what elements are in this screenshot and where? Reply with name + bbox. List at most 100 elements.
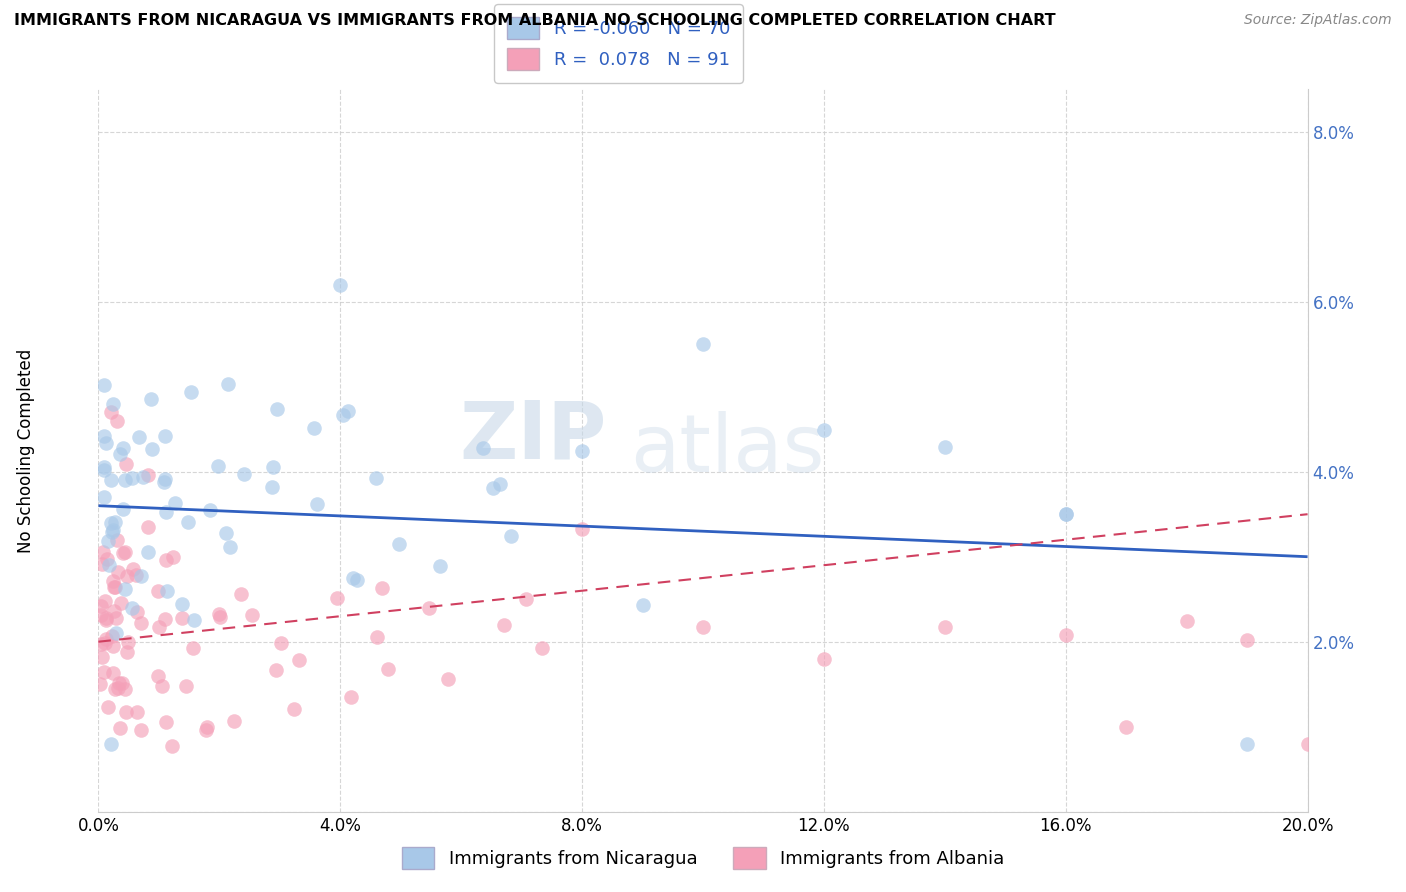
Point [114,473,136,487]
Point [370,581,392,595]
Point [266,401,288,416]
Point [1175,614,1198,628]
Point [366,630,388,644]
Point [96,552,118,566]
Point [114,545,136,559]
Point [571,444,593,458]
Point [114,681,136,696]
Point [180,384,202,399]
Point [233,467,256,481]
Point [114,457,136,471]
Point [339,690,361,704]
Point [107,681,129,695]
Point [105,533,128,548]
Point [112,501,135,516]
Point [90,649,112,664]
Point [97,533,120,548]
Legend: R = -0.060   N = 70, R =  0.078   N = 91: R = -0.060 N = 70, R = 0.078 N = 91 [494,4,742,83]
Point [112,441,135,455]
Point [110,597,132,611]
Point [101,397,124,411]
Point [224,714,246,729]
Point [208,607,231,621]
Point [101,574,124,588]
Point [488,476,510,491]
Point [571,522,593,536]
Point [364,471,387,485]
Point [494,617,516,632]
Point [131,723,153,738]
Point [94,594,117,608]
Point [93,459,115,474]
Point [107,565,129,579]
Point [515,591,537,606]
Point [342,571,364,585]
Point [112,545,135,559]
Point [156,584,179,599]
Point [262,459,284,474]
Point [104,626,127,640]
Point [104,580,127,594]
Point [155,504,177,518]
Point [1115,720,1137,734]
Point [91,545,114,559]
Text: ZIP: ZIP [458,397,606,475]
Point [177,515,200,529]
Point [121,600,143,615]
Point [131,470,153,484]
Point [437,673,460,687]
Point [128,430,150,444]
Point [530,641,553,656]
Point [198,503,221,517]
Point [110,721,132,735]
Point [181,640,204,655]
Point [174,679,197,693]
Point [148,584,170,599]
Point [129,569,152,583]
Point [148,620,170,634]
Point [229,587,252,601]
Point [153,472,176,486]
Point [104,682,127,697]
Point [125,568,148,582]
Point [813,423,835,437]
Point [100,737,122,751]
Point [482,481,505,495]
Point [146,668,169,682]
Point [934,440,956,454]
Text: IMMIGRANTS FROM NICARAGUA VS IMMIGRANTS FROM ALBANIA NO SCHOOLING COMPLETED CORR: IMMIGRANTS FROM NICARAGUA VS IMMIGRANTS … [14,13,1056,29]
Point [388,537,411,551]
Point [141,442,163,457]
Point [96,632,118,647]
Text: Source: ZipAtlas.com: Source: ZipAtlas.com [1244,13,1392,28]
Point [93,377,115,392]
Point [1054,507,1077,521]
Point [103,580,125,594]
Point [94,611,117,625]
Point [125,605,148,619]
Point [332,408,354,422]
Point [499,529,522,543]
Point [93,491,115,505]
Point [692,620,714,634]
Point [219,540,242,554]
Point [152,475,174,490]
Point [418,601,440,615]
Point [165,496,187,510]
Point [138,520,160,534]
Point [115,705,138,719]
Point [155,552,177,566]
Point [1296,737,1319,751]
Point [209,610,232,624]
Point [101,523,124,537]
Point [283,702,305,716]
Point [94,436,117,450]
Point [472,441,495,455]
Point [242,607,264,622]
Point [305,497,328,511]
Point [264,663,287,677]
Point [217,376,239,391]
Point [94,613,117,627]
Point [121,562,143,576]
Point [1054,628,1077,642]
